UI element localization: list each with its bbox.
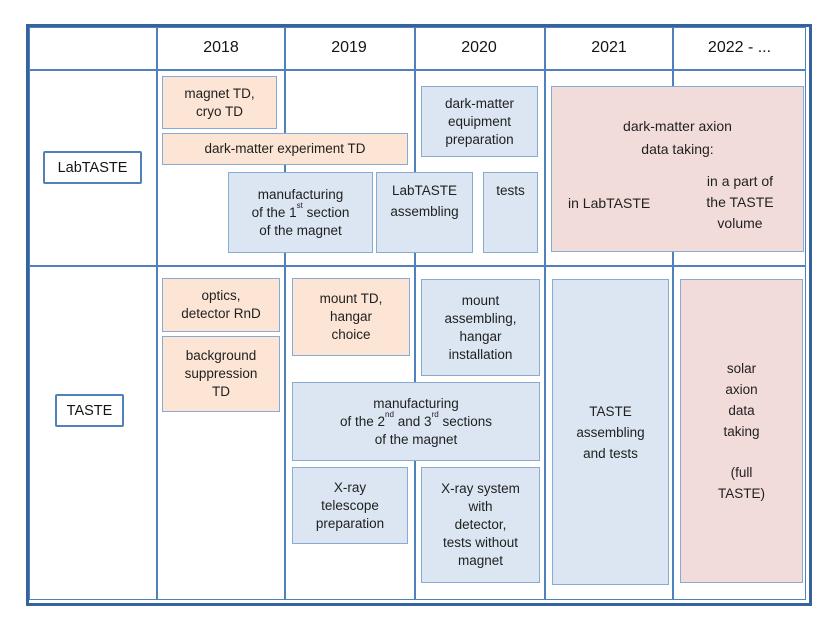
task-text: X-ray	[333, 479, 367, 495]
task-text: equipment	[447, 113, 512, 129]
task-text: of the magnet	[374, 431, 458, 447]
task-box-background-suppression-td: background suppression TD	[162, 336, 280, 412]
task-box-manufacturing-2nd-3rd-sections: manufacturing of the 2nd and 3rd section…	[292, 382, 540, 461]
task-text: with	[468, 499, 493, 514]
task-text: volume	[717, 215, 763, 231]
ordinal-superscript: rd	[431, 410, 439, 420]
grid-line-header-bottom	[29, 69, 806, 71]
task-text: dark-matter	[444, 95, 515, 111]
task-text: tests	[496, 183, 525, 198]
in-taste-volume-label: in a part of the TASTE volume	[684, 171, 796, 234]
task-text: of the 2nd and 3rd sections	[339, 410, 493, 431]
task-text: preparation	[445, 131, 514, 147]
task-text-part: sections	[438, 413, 493, 429]
task-box-magnet-cryo-td: magnet TD, cryo TD	[162, 76, 277, 129]
task-text: tests without	[442, 535, 519, 550]
grid-line-vertical-4	[544, 27, 546, 600]
grid-line-vertical-3	[414, 27, 416, 600]
task-text-part: and 3	[394, 413, 432, 429]
task-box-dark-matter-axion-data-taking: dark-matter axion data taking: in LabTAS…	[551, 86, 804, 252]
in-labtaste-label: in LabTASTE	[568, 195, 651, 211]
task-box-mount-td-hangar-choice: mount TD, hangar choice	[292, 278, 410, 356]
year-header-2022: 2022 - ...	[707, 39, 772, 56]
task-text: the TASTE	[706, 194, 774, 210]
task-text: TASTE)	[718, 486, 765, 501]
task-text: assembling	[390, 204, 459, 219]
grid-line-vertical-1	[156, 27, 158, 600]
task-text: TASTE	[589, 403, 632, 419]
ordinal-superscript: st	[296, 201, 303, 211]
task-text: (full	[730, 465, 753, 480]
task-text: hangar	[329, 309, 373, 324]
task-text: hangar	[459, 328, 502, 344]
task-box-optics-detector-rnd: optics, detector RnD	[162, 278, 280, 332]
task-text: choice	[331, 327, 371, 342]
task-text: TD	[212, 384, 230, 399]
task-text: taking	[723, 424, 760, 439]
task-box-dark-matter-equipment-preparation: dark-matter equipment preparation	[421, 86, 538, 157]
task-text-part: section	[302, 204, 350, 220]
row-label-labtaste-text: LabTASTE	[57, 159, 128, 176]
grid-line-vertical-2	[284, 27, 286, 600]
task-text: data	[728, 403, 755, 418]
task-text: assembling	[576, 424, 645, 440]
task-text-part: of the 2	[339, 413, 385, 429]
table-inner-border	[29, 27, 806, 600]
task-text: cryo TD	[195, 103, 243, 119]
ordinal-superscript: nd	[385, 410, 395, 420]
dark-matter-axion-title: dark-matter axion data taking:	[552, 115, 803, 161]
task-text: detector,	[454, 517, 507, 532]
task-text: of the magnet	[259, 222, 342, 238]
task-box-solar-axion-data-taking: solar axion data taking (full TASTE)	[680, 279, 803, 583]
task-box-xray-system-with-detector: X-ray system with detector, tests withou…	[421, 467, 540, 583]
task-text: optics,	[201, 288, 241, 303]
task-box-dark-matter-experiment-td: dark-matter experiment TD	[162, 133, 408, 165]
task-text: mount TD,	[319, 291, 383, 306]
task-text-part: of the 1	[251, 204, 297, 220]
table-outer-border	[26, 24, 812, 606]
task-box-xray-telescope-preparation: X-ray telescope preparation	[292, 467, 408, 544]
task-box-manufacturing-1st-section: manufacturing of the 1st section of the …	[228, 172, 373, 253]
task-text: and tests	[583, 445, 638, 461]
task-text: LabTASTE	[391, 183, 458, 198]
task-box-labtaste-assembling: LabTASTE assembling	[376, 172, 473, 253]
task-text: of the 1st section	[251, 201, 350, 222]
task-box-taste-assembling-and-tests: TASTE assembling and tests	[552, 279, 669, 585]
row-label-labtaste: LabTASTE	[43, 151, 142, 184]
task-text: preparation	[315, 515, 385, 531]
task-text: magnet	[457, 553, 504, 568]
task-text: installation	[448, 346, 513, 362]
task-text: X-ray system	[441, 481, 520, 496]
task-text: magnet TD,	[184, 85, 255, 101]
task-text: manufacturing	[257, 186, 344, 202]
task-text: dark-matter experiment TD	[204, 141, 366, 156]
year-header-2020: 2020	[461, 39, 497, 56]
task-text: detector RnD	[181, 306, 261, 321]
task-text: mount	[461, 292, 500, 308]
task-box-mount-assembling-hangar-installation: mount assembling, hangar installation	[421, 279, 540, 376]
year-header-2019: 2019	[331, 39, 367, 56]
task-text: background	[185, 348, 257, 363]
task-box-tests: tests	[483, 172, 538, 253]
task-text: suppression	[184, 366, 258, 381]
task-text: assembling,	[444, 310, 517, 326]
task-text: manufacturing	[373, 395, 459, 411]
year-header-2021: 2021	[591, 39, 627, 56]
task-text: telescope	[321, 497, 379, 513]
task-text: solar	[726, 361, 757, 376]
task-text: data taking:	[641, 141, 714, 157]
task-text: dark-matter axion	[623, 118, 732, 134]
grid-line-row-divider	[29, 265, 806, 267]
task-text: axion	[725, 382, 758, 397]
row-label-taste-text: TASTE	[66, 402, 113, 419]
task-text: in a part of	[706, 173, 774, 189]
row-label-taste: TASTE	[55, 394, 124, 427]
year-header-2018: 2018	[203, 39, 239, 56]
grid-line-vertical-5	[672, 27, 674, 600]
